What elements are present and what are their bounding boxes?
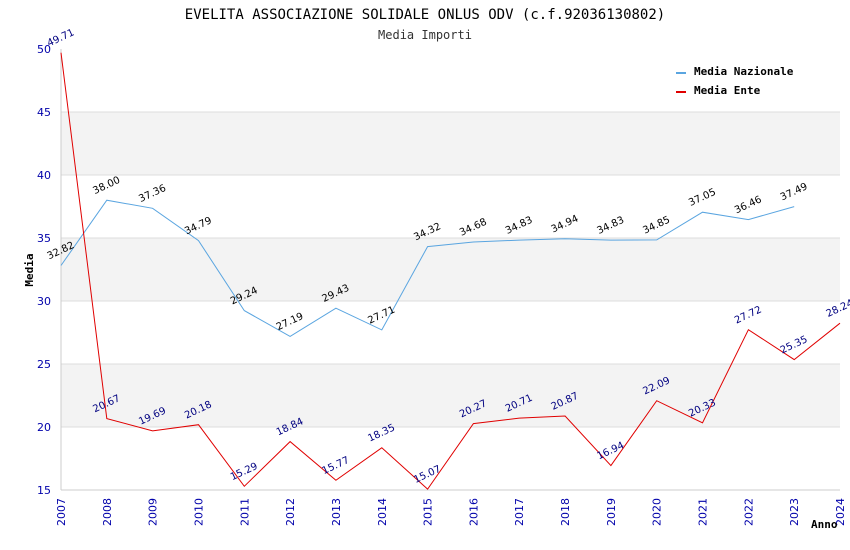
x-tick-label: 2023 — [788, 498, 801, 526]
grid-bands — [60, 49, 840, 491]
legend-label: Media Nazionale — [694, 65, 794, 78]
x-tick-label: 2017 — [513, 498, 526, 526]
y-tick-label: 45 — [37, 106, 51, 119]
grid-band — [61, 301, 840, 364]
legend: Media Nazionale Media Ente — [676, 65, 794, 97]
y-tick-label: 20 — [37, 421, 51, 434]
y-axis-ticks: 15 20 25 30 35 40 45 50 — [37, 43, 51, 497]
x-tick-label: 2024 — [834, 498, 847, 526]
data-label: 49.71 — [46, 27, 77, 49]
y-tick-label: 50 — [37, 43, 51, 56]
x-tick-label: 2016 — [467, 498, 480, 526]
y-tick-label: 25 — [37, 358, 51, 371]
x-tick-label: 2022 — [742, 498, 755, 526]
grid-band — [61, 364, 840, 427]
x-tick-label: 2018 — [559, 498, 572, 526]
x-tick-label: 2021 — [697, 498, 710, 526]
x-tick-label: 2015 — [422, 498, 435, 526]
grid-band — [61, 238, 840, 301]
y-tick-label: 15 — [37, 484, 51, 497]
grid-band — [61, 112, 840, 175]
series-line-ente — [60, 52, 841, 490]
series-line-nazionale — [60, 199, 795, 337]
y-axis-label: Media — [23, 253, 36, 286]
x-tick-label: 2019 — [605, 498, 618, 526]
x-tick-label: 2008 — [101, 498, 114, 526]
x-tick-label: 2011 — [238, 498, 251, 526]
x-tick-label: 2014 — [376, 498, 389, 526]
x-tick-label: 2013 — [330, 498, 343, 526]
x-axis-ticks: 2007 2008 2009 2010 2011 2012 2013 2014 2015 2016… — [55, 498, 847, 526]
grid-band — [61, 49, 840, 112]
grid-band — [61, 427, 840, 490]
y-tick-label: 40 — [37, 169, 51, 182]
series-lines — [60, 52, 841, 490]
y-tick-label: 35 — [37, 232, 51, 245]
x-axis-label: Anno — [811, 518, 838, 531]
chart-title: EVELITA ASSOCIAZIONE SOLIDALE ONLUS ODV … — [185, 7, 665, 23]
x-tick-label: 2010 — [192, 498, 205, 526]
x-tick-label: 2012 — [284, 498, 297, 526]
x-tick-label: 2007 — [55, 498, 68, 526]
x-tick-label: 2009 — [147, 498, 160, 526]
grid-band — [61, 175, 840, 238]
chart-subtitle: Media Importi — [378, 28, 472, 42]
legend-label: Media Ente — [694, 84, 761, 97]
x-tick-label: 2020 — [651, 498, 664, 526]
y-tick-label: 30 — [37, 295, 51, 308]
